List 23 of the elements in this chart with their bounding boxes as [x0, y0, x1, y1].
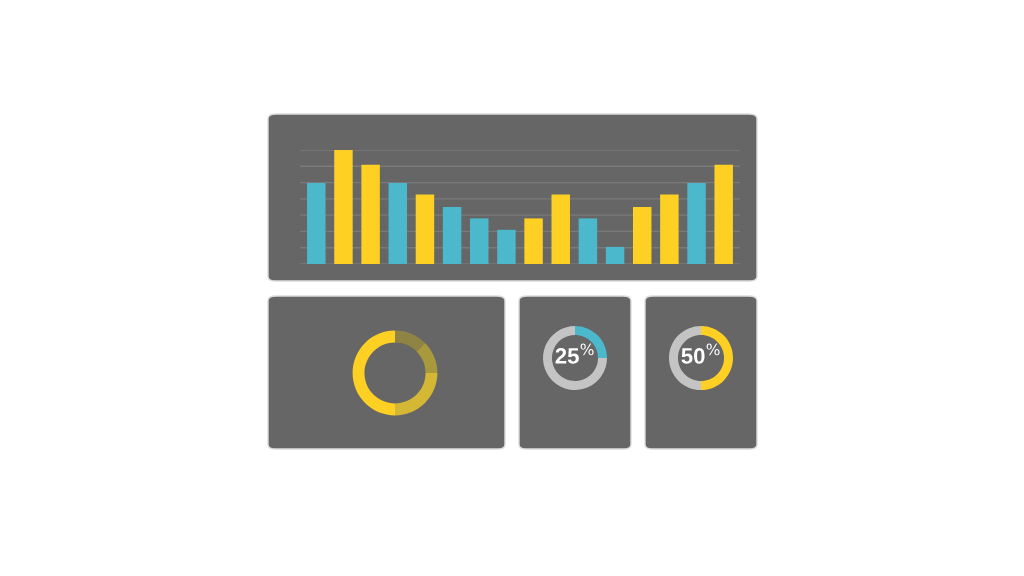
text: 50$^{%}$ — [681, 343, 720, 364]
donut-slice — [352, 330, 395, 416]
bar — [307, 183, 326, 264]
bar — [442, 207, 462, 264]
bar — [415, 194, 435, 264]
bar — [605, 246, 625, 264]
donut-slice — [395, 330, 425, 352]
donut-slice — [416, 343, 438, 373]
bar — [388, 183, 408, 264]
bar — [524, 218, 543, 264]
donut-slice — [543, 326, 607, 390]
text: 25$^{%}$ — [555, 343, 594, 364]
bar — [551, 194, 570, 264]
bar — [660, 194, 679, 264]
bar — [632, 207, 652, 264]
bar — [334, 150, 353, 264]
bar — [361, 164, 380, 264]
donut-slice — [395, 373, 438, 416]
bar — [470, 218, 489, 264]
bar — [714, 164, 733, 264]
bar — [578, 218, 598, 264]
bar — [497, 229, 516, 264]
bar — [687, 183, 706, 264]
